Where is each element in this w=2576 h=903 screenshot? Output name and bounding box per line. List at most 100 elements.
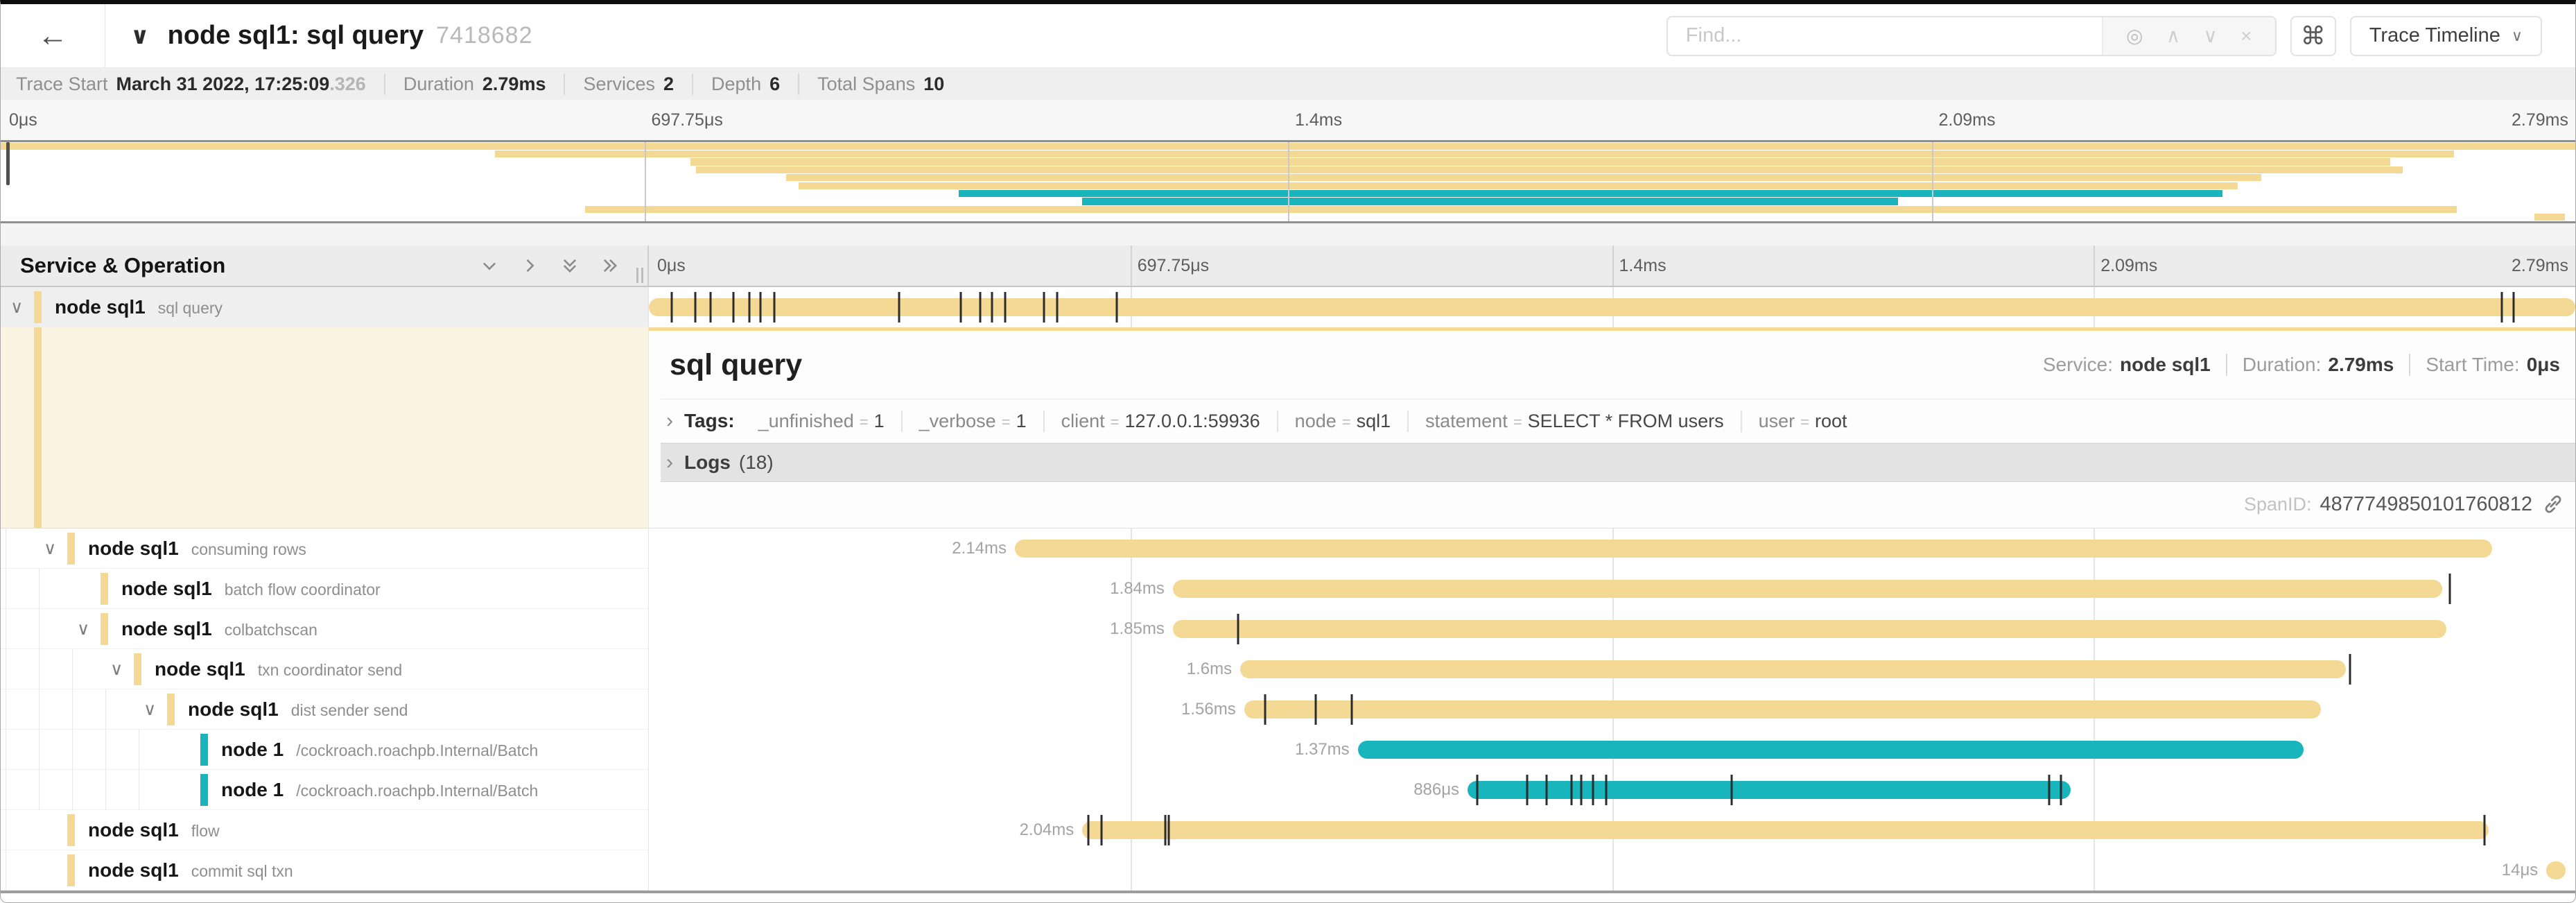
span-timeline-cell[interactable]: 2.04ms [649,810,2575,850]
chevron-down-icon[interactable]: ∨ [77,619,90,639]
span-tree-cell[interactable]: ∨ node sql1 txn coordinator send [1,649,649,689]
span-event-tick [1264,694,1267,725]
span-tree-cell[interactable]: node sql1 batch flow coordinator [1,569,649,609]
span-tree-cell[interactable]: ∨ node sql1 dist sender send [1,689,649,730]
view-selector-button[interactable]: Trace Timeline ∨ [2349,15,2542,56]
span-event-tick [1237,614,1239,644]
span-bar[interactable] [1082,821,2489,839]
duration-label: 1.85ms [1110,619,1165,638]
minimap-row [1,214,2575,221]
span-row[interactable]: node sql1 flow 2.04ms [1,810,2575,850]
span-event-tick [1580,775,1583,805]
span-timeline-cell[interactable]: 1.84ms [649,569,2575,609]
overview-ruler: 0μs 697.75μs 1.4ms 2.09ms 2.79ms [1,100,2575,140]
span-tree-cell[interactable]: node sql1 flow [1,810,649,850]
span-tree-cell[interactable]: node 1/cockroach.roachpb.Internal/Batch [1,730,649,770]
span-row[interactable]: node 1/cockroach.roachpb.Internal/Batch 8… [1,770,2575,810]
span-timeline-cell[interactable]: 1.37ms [649,730,2575,770]
span-timeline-cell[interactable]: 1.85ms [649,609,2575,649]
next-result-icon[interactable]: ∨ [2203,24,2218,46]
operation-name: sql query [157,298,223,317]
service-name: node sql1 [121,577,212,599]
span-bar[interactable] [1240,660,2347,678]
chevron-down-icon[interactable]: ∨ [143,699,157,719]
span-bar[interactable] [1172,620,2446,638]
span-bar[interactable] [1172,580,2443,598]
locate-icon[interactable]: ◎ [2126,24,2143,46]
logs-count: (18) [738,452,774,473]
span-bar[interactable] [1468,781,2071,799]
tag-key: node [1294,410,1337,431]
span-tree-cell[interactable]: ∨ node sql1 consuming rows [1,528,649,569]
start-time-label: Start Time: [2426,354,2520,375]
collapse-one-icon[interactable] [480,256,499,275]
span-timeline-cell[interactable]: 1.6ms [649,649,2575,689]
duration-label: Duration: [2242,354,2322,375]
operation-name: commit sql txn [191,861,293,880]
span-event-tick [959,292,962,322]
span-row[interactable]: ∨ node sql1 sql query [1,287,2575,327]
tag-item: client = 127.0.0.1:59936 [1045,410,1278,432]
tags-accordion[interactable]: › Tags: _unfinished = 1 _verbose = 1 client = 12… [661,399,2575,443]
indent-guide [105,730,106,769]
prev-result-icon[interactable]: ∧ [2166,24,2181,46]
span-timeline-cell[interactable] [649,287,2575,327]
span-bar[interactable] [1357,741,2304,759]
tick-label: 0μs [9,110,37,130]
span-row[interactable]: ∨ node sql1 txn coordinator send 1.6ms [1,649,2575,689]
span-bar[interactable] [1015,540,2493,558]
span-timeline-cell[interactable]: 2.14ms [649,528,2575,569]
tick-label: 697.75μs [1137,255,1210,275]
logs-accordion[interactable]: › Logs (18) [661,443,2575,482]
tag-key: _verbose [919,410,996,431]
expand-all-icon[interactable] [600,256,620,275]
span-timeline-cell[interactable]: 14μs [649,850,2575,891]
chevron-down-icon[interactable]: ∨ [44,538,57,558]
service-name: node sql1 [88,537,179,559]
column-resizer[interactable] [636,268,643,283]
service-name: node 1 [221,778,284,800]
span-tree-cell[interactable]: ∨ node sql1 sql query [1,287,649,327]
span-row[interactable]: ∨ node sql1 colbatchscan 1.85ms [1,609,2575,649]
back-button[interactable]: ← [1,19,105,53]
service-name: node sql1 [88,818,179,841]
span-bar[interactable] [649,298,2575,316]
trace-minimap[interactable] [1,140,2575,223]
span-row[interactable]: node sql1 batch flow coordinator 1.84ms [1,569,2575,609]
span-timeline-cell[interactable]: 1.56ms [649,689,2575,730]
span-tree-cell[interactable]: ∨ node sql1 colbatchscan [1,609,649,649]
clear-find-icon[interactable]: × [2240,24,2252,46]
span-bar[interactable] [2546,861,2566,879]
tag-value: root [1815,410,1847,431]
tag-value: 1 [873,410,885,431]
span-event-tick [1087,815,1090,845]
span-tree-cell[interactable]: node 1/cockroach.roachpb.Internal/Batch [1,770,649,810]
tag-value: 1 [1016,410,1027,431]
span-timeline-cell[interactable]: 886μs [649,770,2575,810]
collapse-all-icon[interactable] [560,256,580,275]
duration-label: 1.37ms [1294,740,1350,759]
expand-one-icon[interactable] [520,256,539,275]
span-row[interactable]: node 1/cockroach.roachpb.Internal/Batch 1… [1,730,2575,770]
keyboard-shortcuts-button[interactable]: ⌘ [2290,15,2336,56]
tag-item: statement = SELECT * FROM users [1409,410,1742,432]
minimap-row [1,158,2575,166]
span-event-tick [2483,815,2486,845]
span-event-tick [2500,292,2503,322]
summary-item-value: 10 [923,73,945,94]
span-row[interactable]: ∨ node sql1 dist sender send 1.56ms [1,689,2575,730]
chevron-down-icon[interactable]: ∨ [110,659,123,679]
trace-collapse-icon[interactable]: ∨ [130,22,150,49]
span-tree-cell[interactable]: node sql1 commit sql txn [1,850,649,891]
tags-list: _unfinished = 1 _verbose = 1 client = 127.0.0.1:… [742,410,1864,432]
summary-item: Duration 2.79ms [383,73,546,95]
chevron-down-icon[interactable]: ∨ [10,297,24,317]
tag-equals: = [859,413,869,431]
find-input[interactable] [1667,17,2102,55]
span-row[interactable]: ∨ node sql1 consuming rows 2.14ms [1,528,2575,569]
span-row[interactable]: node sql1 commit sql txn 14μs [1,850,2575,891]
span-bar[interactable] [1244,700,2322,719]
copy-link-icon[interactable] [2542,493,2564,515]
minimap-scrubber[interactable] [6,142,10,185]
find-controls: ◎ ∧ ∨ × [2101,17,2275,55]
